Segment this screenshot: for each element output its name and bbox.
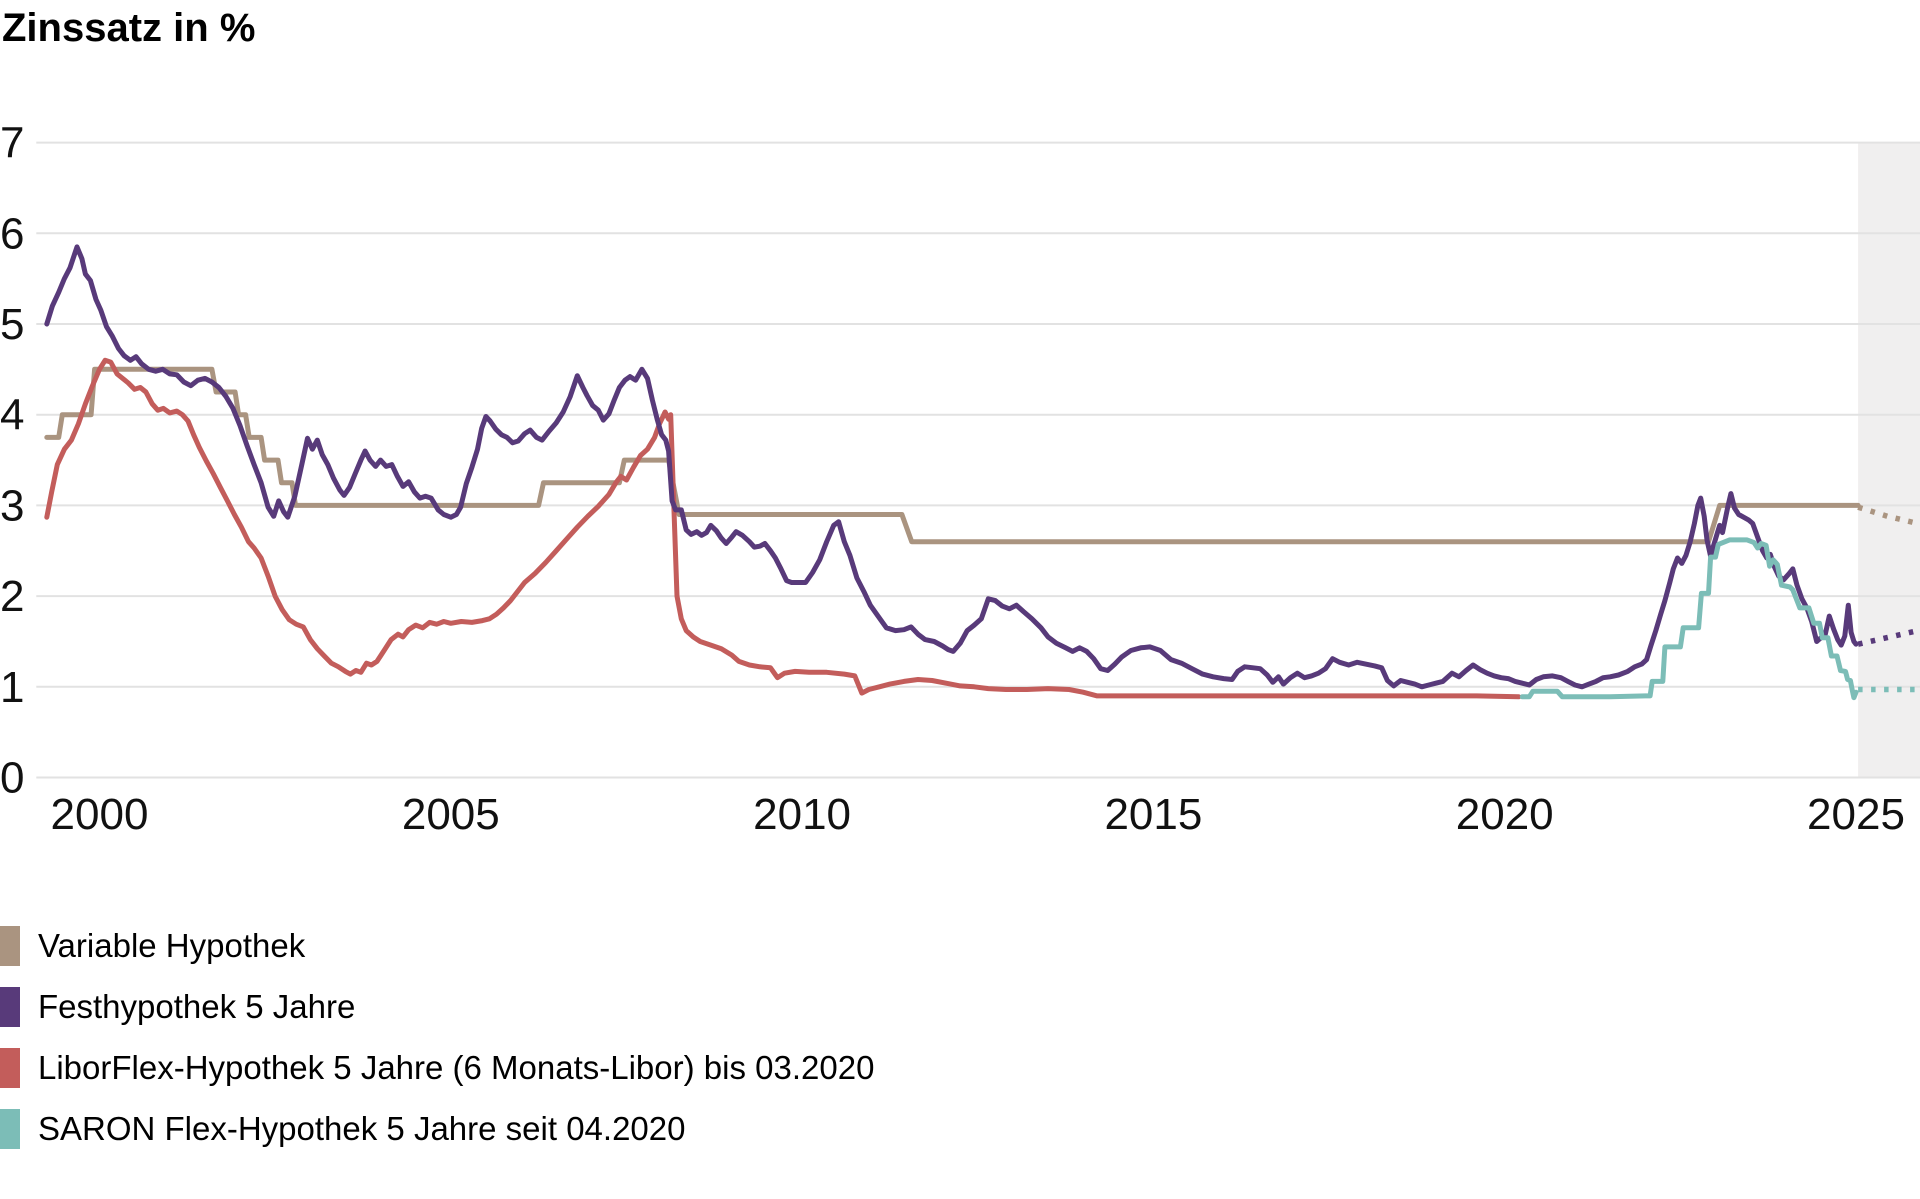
- y-tick-label: 5: [0, 300, 24, 349]
- series-saron-flex-hypothek-5-jahre-seit-04-2020: [1519, 537, 1918, 701]
- legend-label: Festhypothek 5 Jahre: [38, 988, 356, 1025]
- series-line-festhypothek-5-jahre: [44, 244, 1859, 690]
- legend-item-saron: SARON Flex-Hypothek 5 Jahre seit 04.2020: [0, 1109, 874, 1149]
- series-line-variable-hypothek: [44, 366, 1861, 545]
- y-tick-label: 0: [0, 754, 24, 803]
- y-tick-label: 2: [0, 572, 24, 621]
- y-tick-label: 1: [0, 663, 24, 712]
- chart-legend: Variable Hypothek Festhypothek 5 Jahre L…: [0, 926, 874, 1170]
- x-tick-label: 2000: [51, 790, 149, 839]
- x-tick-label: 2015: [1104, 790, 1202, 839]
- forecast-band: [1858, 142, 1920, 778]
- legend-label: Variable Hypothek: [38, 927, 306, 964]
- legend-label: SARON Flex-Hypothek 5 Jahre seit 04.2020: [38, 1110, 686, 1147]
- x-tick-label: 2025: [1807, 790, 1905, 839]
- legend-swatch-liborflex: [0, 1048, 20, 1088]
- y-tick-label: 3: [0, 481, 24, 530]
- legend-swatch-saron: [0, 1109, 20, 1149]
- series-line-liborflex-hypothek-5-jahre-6-monats-libo: [44, 357, 1522, 700]
- x-axis-labels: 2000 2005 2010 2015 2020 2025: [51, 790, 1905, 839]
- legend-item-variable-hypothek: Variable Hypothek: [0, 926, 874, 966]
- legend-item-festhypothek: Festhypothek 5 Jahre: [0, 987, 874, 1027]
- legend-label: LiborFlex-Hypothek 5 Jahre (6 Monats-Lib…: [38, 1049, 875, 1086]
- y-tick-label: 7: [0, 119, 24, 168]
- x-tick-label: 2010: [753, 790, 851, 839]
- y-axis-labels: 7 6 5 4 3 2 1 0: [0, 119, 24, 803]
- x-tick-label: 2020: [1456, 790, 1554, 839]
- series-variable-hypothek: [44, 366, 1919, 545]
- y-tick-label: 6: [0, 209, 24, 258]
- series-liborflex-hypothek-5-jahre-6-monats-libo: [44, 357, 1522, 700]
- series-line-saron-flex-hypothek-5-jahre-seit-04-2020: [1519, 537, 1859, 701]
- legend-swatch-variable-hypothek: [0, 926, 20, 966]
- y-tick-label: 4: [0, 391, 24, 440]
- legend-swatch-festhypothek: [0, 987, 20, 1027]
- x-tick-label: 2005: [402, 790, 500, 839]
- legend-item-liborflex: LiborFlex-Hypothek 5 Jahre (6 Monats-Lib…: [0, 1048, 874, 1088]
- page-title: Zinssatz in %: [2, 6, 256, 50]
- series-festhypothek-5-jahre: [44, 244, 1919, 690]
- gridlines: [36, 141, 1920, 779]
- rates-line-chart: 7 6 5 4 3 2 1 0 2000 2005 2010 2015 2020 2025: [0, 119, 1920, 839]
